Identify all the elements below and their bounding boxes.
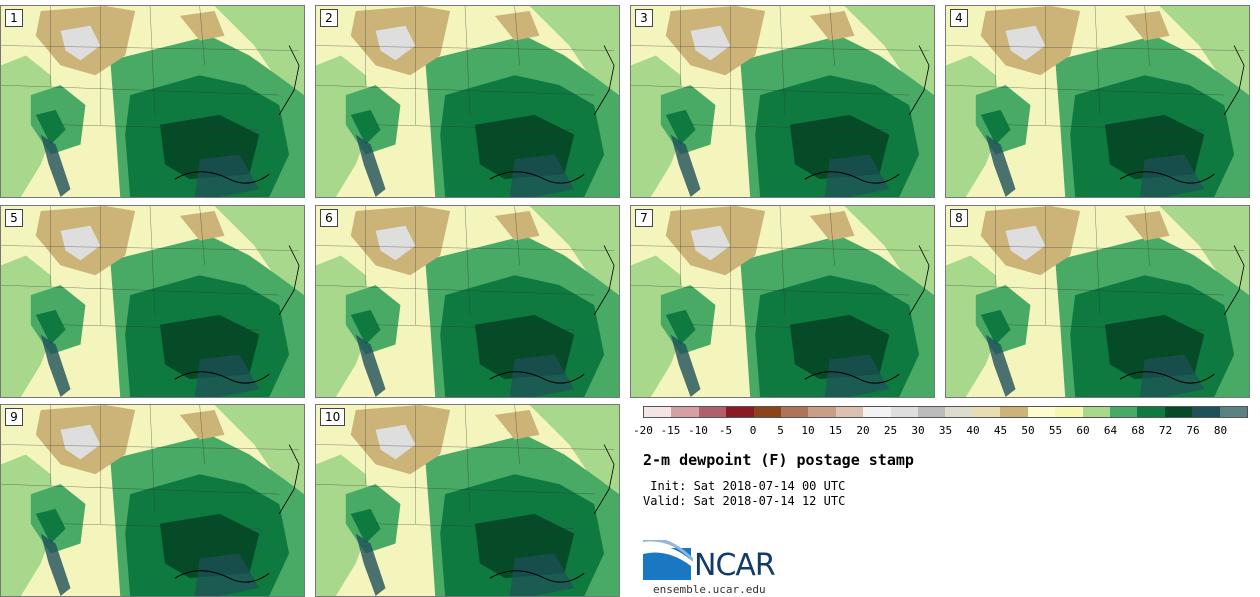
colorbar-tick-label: 55 [1048, 424, 1063, 437]
colorbar-swatch [863, 407, 891, 417]
map-panel-2[interactable]: 2 [315, 5, 620, 198]
colorbar-tick-label: 15 [828, 424, 843, 437]
colorbar-swatch [781, 407, 809, 417]
colorbar-tick-label: 5 [777, 424, 784, 437]
colorbar-tick-label: 76 [1186, 424, 1200, 437]
colorbar-tick-label: 25 [883, 424, 898, 437]
panel-number-label: 8 [950, 209, 968, 227]
colorbar-swatch [671, 407, 699, 417]
colorbar-swatch [1219, 407, 1247, 417]
map-panel-9[interactable]: 9 [0, 404, 305, 597]
site-url: ensemble.ucar.edu [653, 583, 766, 596]
panel-number-label: 4 [950, 9, 968, 27]
colorbar-tick-label: 60 [1076, 424, 1090, 437]
colorbar-tick-label: -20 [633, 424, 653, 437]
colorbar-tick-label: -15 [660, 424, 681, 437]
init-time: Init: Sat 2018-07-14 00 UTC [643, 479, 846, 493]
colorbar-swatch [1000, 407, 1028, 417]
valid-time: Valid: Sat 2018-07-14 12 UTC [643, 494, 846, 508]
colorbar-swatch [1055, 407, 1083, 417]
panel-number-label: 3 [635, 9, 653, 27]
ncar-logo-icon [643, 540, 693, 580]
panel-number-label: 9 [5, 408, 23, 426]
colorbar-tick-label: 72 [1158, 424, 1173, 437]
colorbar-swatch [918, 407, 946, 417]
colorbar-tick-label: 80 [1213, 424, 1228, 437]
colorbar-swatch [698, 407, 727, 417]
map-panel-8[interactable]: 8 [945, 205, 1250, 398]
colorbar-swatch [1192, 407, 1220, 417]
map-title: 2-m dewpoint (F) postage stamp [643, 451, 914, 469]
colorbar-tick-label: -5 [718, 424, 733, 437]
colorbar-swatch [835, 407, 864, 417]
map-panel-10[interactable]: 10 [315, 404, 620, 597]
map-panel-5[interactable]: 5 [0, 205, 305, 398]
colorbar-tick-label: -10 [688, 424, 708, 437]
ncar-wordmark: NCAR [694, 548, 776, 583]
colorbar-swatch [1027, 407, 1056, 417]
map-panel-4[interactable]: 4 [945, 5, 1250, 198]
colorbar-tick-label: 64 [1103, 424, 1118, 437]
colorbar-swatch [644, 407, 672, 417]
colorbar-swatch [972, 407, 1001, 417]
panel-number-label: 7 [635, 209, 653, 227]
colorbar-swatch [1164, 407, 1193, 417]
colorbar-tick-label: 30 [911, 424, 925, 437]
panel-number-label: 5 [5, 209, 23, 227]
colorbar-swatch [945, 407, 973, 417]
panel-number-label: 2 [320, 9, 338, 27]
colorbar-tick-label: 35 [938, 424, 953, 437]
panel-number-label: 1 [5, 9, 23, 27]
colorbar-tick-label: 45 [993, 424, 1008, 437]
map-panel-3[interactable]: 3 [630, 5, 935, 198]
colorbar-swatch [726, 407, 754, 417]
map-panel-1[interactable]: 1 [0, 5, 305, 198]
colorbar-swatch [808, 407, 836, 417]
colorbar-swatch [890, 407, 919, 417]
colorbar-tick-label: 20 [856, 424, 870, 437]
colorbar-tick-label: 10 [801, 424, 815, 437]
dewpoint-colorbar [643, 406, 1248, 418]
colorbar-tick-labels: -20 -15 -10 -5 0 5 10 15 20 25 30 35 40 45 50 55 60 64 68 7… [633, 424, 1248, 438]
colorbar-tick-label: 0 [749, 424, 757, 437]
map-panel-7[interactable]: 7 [630, 205, 935, 398]
colorbar-swatch [1082, 407, 1110, 417]
colorbar-swatch [1137, 407, 1165, 417]
panel-number-label: 6 [320, 209, 338, 227]
colorbar-tick-label: 50 [1021, 424, 1035, 437]
panel-number-label: 10 [320, 408, 346, 426]
map-panel-6[interactable]: 6 [315, 205, 620, 398]
colorbar-tick-label: 68 [1131, 424, 1145, 437]
colorbar-swatch [753, 407, 782, 417]
colorbar-swatch [1109, 407, 1138, 417]
colorbar-tick-label: 40 [966, 424, 980, 437]
